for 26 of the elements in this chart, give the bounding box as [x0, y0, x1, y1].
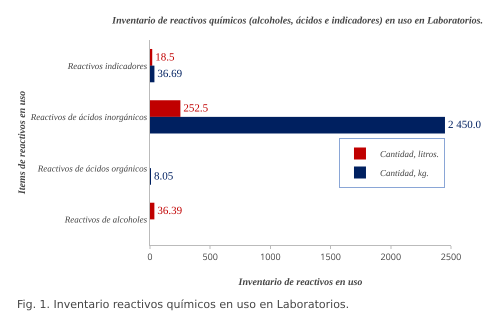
caption: Fig. 1. Inventario reactivos químicos en uso en Laboratorios.	[17, 298, 350, 311]
x-tick-label: 2500	[440, 250, 462, 263]
data-label: 36.39	[157, 205, 183, 218]
y-tick-label: Reactivos de alcoholes	[64, 214, 148, 225]
x-tick-label: 1000	[260, 250, 281, 263]
x-tick-label: 1500	[320, 250, 341, 263]
legend-label: Cantidad, litros.	[380, 149, 439, 160]
y-axis-title: Items de reactivos en uso	[16, 90, 28, 196]
y-tick-label: Reactivos de ácidos orgánicos	[36, 163, 148, 174]
x-axis-title: Inventario de reactivos en uso	[238, 277, 362, 288]
x-tick-label: 0	[147, 250, 153, 263]
data-label: 252.5	[183, 102, 209, 115]
chart-title: Inventario de reactivos químicos (alcoholes, ácidos e indicadores) en uso en Laboratorios.	[111, 15, 484, 26]
bar	[150, 66, 154, 82]
data-label: 2 450.0	[448, 119, 482, 132]
bar	[150, 116, 445, 134]
x-tick-label: 500	[202, 250, 218, 263]
bar	[150, 100, 180, 117]
y-tick-label: Reactivos de ácidos inorgánicos	[30, 112, 148, 122]
data-label: 18.5	[155, 51, 175, 64]
bar	[150, 202, 154, 220]
legend-label: Cantidad, kg.	[380, 168, 429, 178]
data-label: 8.05	[154, 170, 174, 182]
y-tick-label: Reactivos indicadores	[66, 60, 148, 71]
data-label: 36.69	[157, 68, 183, 80]
x-tick-label: 2000	[380, 250, 402, 263]
